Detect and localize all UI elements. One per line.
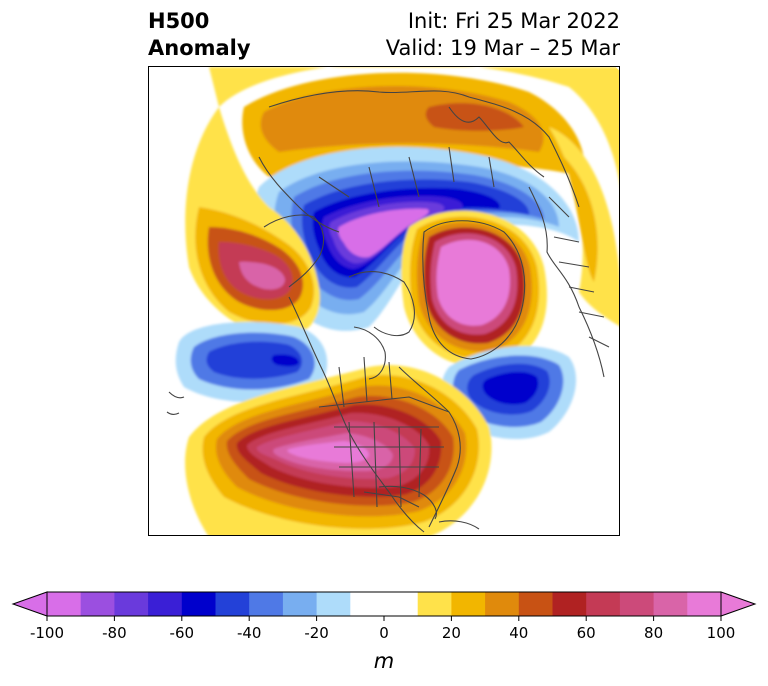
colorbar-tick-label-1: -80 <box>102 624 127 642</box>
contour-pos-west-80 <box>239 261 285 290</box>
contour-neg-atl-60 <box>482 371 539 405</box>
colorbar-ticks: -100 -80 -60 -40 -20 0 20 40 60 80 100 <box>30 616 735 642</box>
colorbar-bin-8 <box>316 592 351 616</box>
colorbar-bin-11 <box>451 592 486 616</box>
coast-canada-arctic <box>348 271 415 337</box>
anomaly-field <box>175 67 619 535</box>
contour-neg-pac-60 <box>271 354 299 367</box>
contour-pos-north-30 <box>260 85 544 152</box>
border-provinces <box>338 356 393 408</box>
colorbar-bin-15 <box>586 592 621 616</box>
border-us-states <box>334 421 444 508</box>
colorbar-bin-6 <box>249 592 284 616</box>
coastlines <box>166 90 610 533</box>
coast-siberia-east <box>258 156 340 233</box>
coast-caribbean <box>438 520 480 530</box>
colorbar-bin-1 <box>80 592 115 616</box>
borders-europe <box>548 196 610 348</box>
coast-alaska <box>263 214 325 288</box>
colorbar-tick-label-8: 60 <box>577 624 596 642</box>
coast-na-west <box>288 296 425 533</box>
coast-scandinavia <box>448 106 545 178</box>
title-type: Anomaly <box>148 36 251 60</box>
coast-greenland <box>422 220 526 360</box>
colorbar-bin-12 <box>485 592 520 616</box>
colorbar-bin-14 <box>552 592 587 616</box>
colorbar-bin-16 <box>619 592 654 616</box>
coast-gulf <box>378 485 437 520</box>
coast-pacific-islands <box>166 391 185 415</box>
colorbar-tick-label-9: 80 <box>644 624 663 642</box>
contour-neg-pac-50 <box>206 341 302 379</box>
title-variable: H500 <box>148 9 210 33</box>
contour-neg-arctic-100 <box>338 208 429 258</box>
contour-pos-north-10 <box>209 67 619 267</box>
colorbar-bin-3 <box>148 592 183 616</box>
map-panel <box>148 66 620 536</box>
coast-eurasia-north <box>268 90 580 208</box>
anomaly-map <box>166 67 619 535</box>
contour-pos-atl-90 <box>436 239 510 326</box>
colorbar-tick-label-5: 0 <box>379 624 389 642</box>
valid-range: Valid: 19 Mar – 25 Mar <box>385 36 620 60</box>
colorbar-bin-7 <box>282 592 317 616</box>
colorbar-bins <box>47 592 722 616</box>
colorbar-bin-0 <box>47 592 82 616</box>
colorbar-tick-label-0: -100 <box>30 624 64 642</box>
colorbar-extend-low <box>11 591 48 617</box>
coast-hudson-bay <box>353 326 386 380</box>
colorbar-tick-label-3: -40 <box>237 624 262 642</box>
coast-europe-west <box>528 186 605 378</box>
colorbar-bin-4 <box>181 592 216 616</box>
colorbar-tick-label-10: 100 <box>707 624 736 642</box>
contour-pos-north-40 <box>425 103 524 131</box>
plot-dates: Init: Fri 25 Mar 2022 Valid: 19 Mar – 25… <box>386 8 620 62</box>
colorbar-tick-label-4: -20 <box>304 624 329 642</box>
colorbar-bin-2 <box>114 592 149 616</box>
plot-title: H500 Anomaly <box>148 8 251 62</box>
colorbar-extend-high <box>720 591 757 617</box>
colorbar-bin-9 <box>350 592 419 616</box>
colorbar-tick-label-6: 20 <box>442 624 461 642</box>
colorbar-bin-18 <box>687 592 722 616</box>
init-date: Init: Fri 25 Mar 2022 <box>407 9 620 33</box>
borders-russia <box>318 146 495 208</box>
colorbar-bin-10 <box>417 592 452 616</box>
coast-na-east <box>398 366 461 528</box>
colorbar-tick-label-7: 40 <box>509 624 528 642</box>
border-mexico <box>363 491 420 508</box>
colorbar-unit-label: m <box>374 649 394 673</box>
colorbar-bin-5 <box>215 592 250 616</box>
colorbar-bin-13 <box>518 592 553 616</box>
colorbar-tick-label-2: -60 <box>170 624 195 642</box>
colorbar-bin-17 <box>653 592 688 616</box>
border-us-canada <box>318 396 450 413</box>
colorbar: -100 -80 -60 -40 -20 0 20 40 60 80 100 m <box>11 591 757 673</box>
